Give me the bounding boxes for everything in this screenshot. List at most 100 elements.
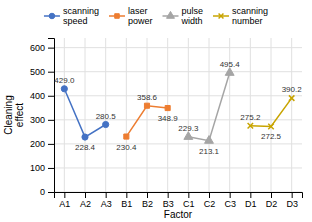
legend-item: scanningnumber [213,6,268,26]
tick-label: D1 [245,199,257,209]
grid-line [54,119,302,120]
grid-line [126,38,127,192]
tick-label: A3 [101,199,112,209]
x-tick: C1 [183,192,195,209]
legend-label-line: power [128,16,153,26]
tick-mark [48,120,54,121]
data-label: 390.2 [282,85,303,94]
grid [54,38,302,192]
y-axis-title-line: effect [14,103,25,127]
tick-mark [168,192,169,198]
tick-mark [188,192,189,198]
x-tick: A2 [80,192,91,209]
grid-line [54,71,302,72]
grid-line [54,47,302,48]
legend-label-line: number [232,16,263,26]
grid-line [291,38,292,192]
grid-line [188,38,189,192]
tick-label: A1 [59,199,70,209]
axis-line [48,39,55,193]
legend-label-line: width [181,16,203,26]
data-label: 495.4 [220,60,241,69]
data-point [61,86,67,92]
data-point [248,123,253,128]
data-point [289,95,294,100]
legend-label-line: scanning [63,6,99,16]
x-tick: C3 [224,192,236,209]
legend-symbol [115,14,120,19]
data-point [184,132,193,140]
x-axis: A1A2A3B1B2B3C1C2C3D1D2D3 [55,192,303,209]
tick-mark [271,192,272,198]
data-point [268,124,273,129]
grid-line [147,38,148,192]
tick-label: B1 [121,199,132,209]
tick-label: B2 [142,199,153,209]
x-tick: D2 [266,192,278,209]
data-label: 229.3 [178,124,199,133]
y-tick: 200 [30,139,54,149]
legend-label-line: pulse [182,6,204,16]
tick-mark [292,192,293,198]
tick-label: 400 [30,91,45,101]
tick-label: D2 [266,199,278,209]
legend-label: pulsewidth [181,6,204,26]
tick-mark [106,192,107,198]
data-point [124,134,129,139]
legend-symbol [167,11,175,18]
tick-mark [48,96,54,97]
x-tick: D1 [245,192,257,209]
tick-mark [230,192,231,198]
tick-label: 200 [30,139,45,149]
x-tick: B1 [121,192,132,209]
legend-label: scanningspeed [63,6,99,26]
x-tick: C2 [204,192,216,209]
tick-mark [48,144,54,145]
data-point [82,134,88,140]
y-tick: 300 [30,115,54,125]
data-label: 358.6 [137,93,158,102]
grid-line [271,38,272,192]
legend-label-line: scanning [232,6,268,16]
data-label: 228.4 [75,143,96,152]
grid-line [54,167,302,168]
tick-label: A2 [80,199,91,209]
tick-mark [48,48,54,49]
tick-label: C1 [183,199,195,209]
data-point [225,68,234,76]
y-tick: 500 [30,67,54,77]
tick-label: C2 [204,199,216,209]
data-label: 213.1 [199,147,220,156]
x-tick: B2 [142,192,153,209]
tick-mark [250,192,251,198]
data-label: 280.5 [96,112,117,121]
legend-symbol [49,13,55,19]
legend-item: pulsewidth [163,6,204,26]
y-axis-title: Cleaningeffect [3,95,25,134]
data-point [144,103,149,108]
tick-label: 500 [30,67,45,77]
tick-mark [85,192,86,198]
tick-label: 100 [30,163,45,173]
legend-label: laserpower [128,6,153,26]
tick-label: C3 [224,199,236,209]
chart: A1A2A3B1B2B3C1C2C3D1D2D30100200300400500… [0,0,312,222]
grid-line [54,95,302,96]
data-point [205,136,214,144]
y-tick: 400 [30,91,54,101]
data-point [165,105,170,110]
legend-label: scanningnumber [232,6,268,26]
legend-label-line: speed [63,16,88,26]
grid-line [209,38,210,192]
y-tick: 600 [30,43,54,53]
legend-item: laserpower [109,6,153,26]
data-label: 429.0 [54,76,75,85]
grid-line [64,38,65,192]
tick-mark [209,192,210,198]
tick-label: B3 [163,199,174,209]
data-point [103,121,109,127]
tick-mark [48,192,54,193]
legend-item: scanningspeed [44,6,99,26]
data-label: 348.9 [158,114,179,123]
data-label: 272.5 [261,132,282,141]
